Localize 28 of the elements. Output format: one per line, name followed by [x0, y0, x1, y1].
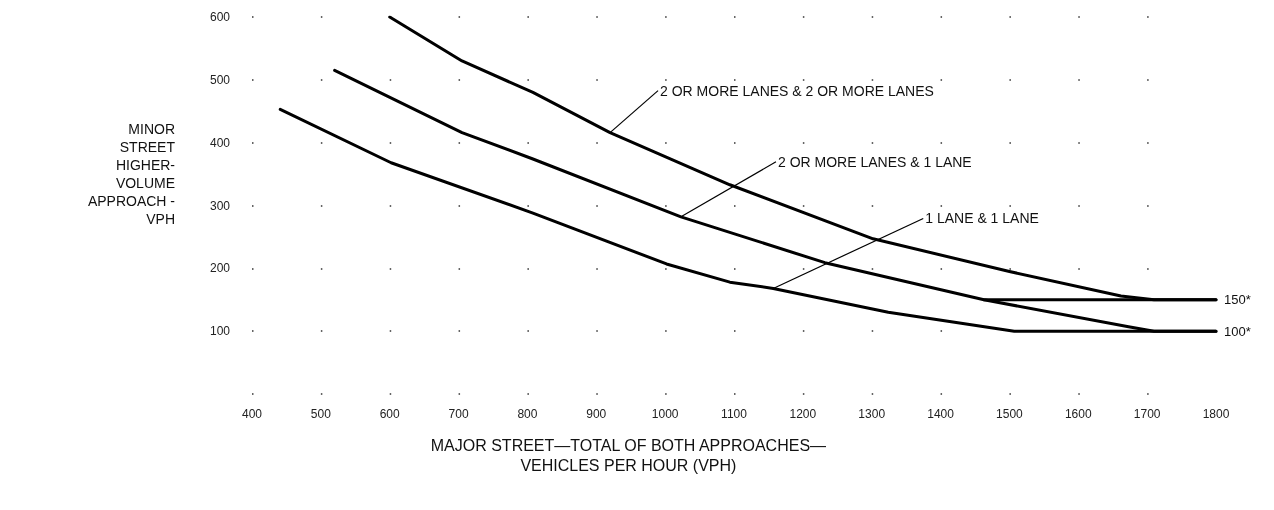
x-axis-title: MAJOR STREET—TOTAL OF BOTH APPROACHES— VEHICLES PER HOUR (VPH) — [430, 436, 827, 474]
x-tick-label: 1400 — [927, 407, 955, 421]
annotation: 150* — [1224, 292, 1251, 308]
annotation: 2 OR MORE LANES & 1 LANE — [777, 153, 972, 170]
annotation: 1 LANE & 1 LANE — [925, 210, 1039, 227]
annotation: 100* — [1224, 323, 1251, 339]
x-tick-label: 1800 — [1202, 407, 1230, 421]
x-tick-label: 1200 — [789, 407, 817, 421]
y-tick-label: 500 — [209, 72, 231, 87]
y-tick-label: 300 — [209, 198, 231, 213]
x-tick-label: 500 — [310, 407, 332, 421]
x-tick-label: 900 — [586, 407, 607, 421]
x-tick-label: 1000 — [651, 407, 679, 421]
x-tick-label: 1700 — [1133, 407, 1161, 421]
x-tick-label: 1600 — [1064, 407, 1092, 421]
x-tick-label: 1500 — [996, 407, 1024, 421]
y-tick-label: 100 — [209, 324, 231, 339]
x-tick-label: 1300 — [858, 407, 886, 421]
y-tick-label: 600 — [209, 10, 231, 24]
y-axis-title: MINOR STREET HIGHER- VOLUME APPROACH - VPH — [87, 121, 176, 227]
y-tick-label: 200 — [209, 261, 231, 276]
x-tick-label: 600 — [379, 407, 401, 421]
y-tick-label: 400 — [209, 135, 231, 150]
x-tick-label: 1100 — [721, 407, 748, 421]
x-tick-label: 700 — [448, 407, 469, 421]
annotation: 2 OR MORE LANES & 2 OR MORE LANES — [660, 82, 934, 99]
x-tick-label: 400 — [241, 407, 263, 421]
x-tick-label: 800 — [517, 407, 538, 421]
